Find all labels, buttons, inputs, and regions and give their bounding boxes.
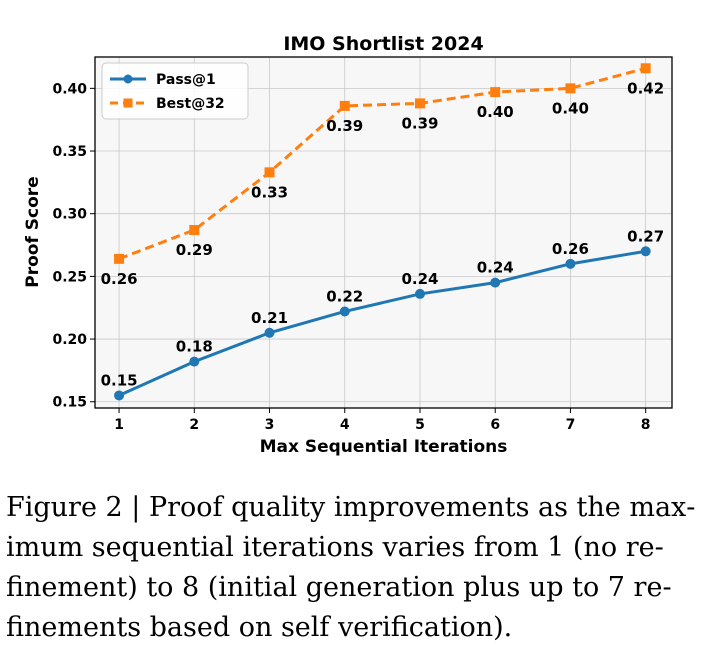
legend-best32-marker: [123, 98, 133, 108]
legend-box: [101, 62, 249, 120]
axis-ticks: 1 2 3 4 5 6 7 8 0.15 0.20 0.25 0.30 0.35 0.40: [52, 81, 650, 433]
y-tick-label: 0.30: [52, 207, 87, 223]
series-layer: [114, 63, 651, 401]
x-tick-label: 7: [566, 417, 576, 433]
data-label-best32: 0.39: [401, 114, 438, 132]
y-tick-label: 0.25: [52, 269, 87, 285]
x-axis-title: Max Sequential Iterations: [260, 437, 508, 457]
data-point-pass1: [414, 288, 425, 299]
data-label-pass1: 0.22: [326, 287, 363, 305]
data-label-pass1: 0.21: [251, 309, 288, 327]
y-tick-label: 0.20: [52, 332, 87, 348]
data-point-best32: [565, 83, 576, 94]
data-label-best32: 0.40: [477, 103, 514, 121]
data-point-pass1: [114, 390, 125, 401]
data-label-pass1: 0.26: [552, 240, 589, 258]
series-line-best32: [118, 66, 647, 261]
legend-best32-label: Best@32: [156, 96, 225, 112]
data-label-best32: 0.40: [552, 99, 589, 117]
data-point-best32: [414, 98, 425, 109]
data-labels: 0.15 0.18 0.21 0.22 0.24 0.24 0.26 0.27 0.26 0.29…: [101, 79, 665, 389]
data-label-best32: 0.26: [101, 270, 138, 288]
data-point-pass1: [565, 258, 576, 269]
data-point-best32: [264, 167, 275, 178]
plot-frame: [94, 56, 673, 409]
y-tick-label: 0.40: [52, 81, 87, 97]
legend-pass1-marker: [123, 74, 133, 84]
data-label-pass1: 0.18: [176, 338, 213, 356]
data-point-best32: [339, 100, 350, 111]
y-tick-label: 0.15: [52, 395, 87, 411]
x-tick-label: 6: [490, 417, 500, 433]
legend: Pass@1 Best@32: [101, 62, 249, 120]
data-label-best32: 0.29: [176, 241, 213, 259]
data-label-pass1: 0.24: [477, 259, 514, 277]
x-tick-label: 8: [641, 417, 651, 433]
y-tick-label: 0.35: [52, 144, 87, 160]
line-chart: 1 2 3 4 5 6 7 80.150.200.250.300.350.40 0.150.1…: [23, 33, 673, 457]
data-point-best32: [640, 63, 651, 74]
data-label-pass1: 0.15: [101, 371, 138, 389]
x-tick-label: 2: [189, 417, 199, 433]
data-point-pass1: [339, 306, 350, 317]
data-point-pass1: [490, 277, 501, 288]
data-label-pass1: 0.27: [627, 227, 664, 245]
data-point-pass1: [189, 356, 200, 367]
y-axis-title: Proof Score: [23, 176, 43, 287]
figure-caption: Figure 2 | Proof quality improvements as…: [6, 492, 696, 643]
x-tick-label: 1: [114, 417, 124, 433]
grid-lines: [95, 57, 672, 408]
x-tick-label: 5: [415, 417, 425, 433]
data-point-best32: [490, 87, 501, 98]
data-point-pass1: [264, 327, 275, 338]
legend-pass1-label: Pass@1: [156, 72, 216, 88]
data-point-best32: [114, 253, 125, 264]
x-tick-label: 3: [265, 417, 275, 433]
series-line-pass1: [118, 249, 646, 397]
x-tick-label: 4: [340, 417, 350, 433]
chart-title: IMO Shortlist 2024: [283, 33, 483, 55]
data-label-best32: 0.42: [627, 79, 664, 97]
data-point-pass1: [640, 246, 651, 257]
data-point-best32: [189, 224, 200, 235]
data-label-best32: 0.39: [326, 117, 363, 135]
data-label-best32: 0.33: [251, 183, 288, 201]
data-label-pass1: 0.24: [401, 270, 438, 288]
